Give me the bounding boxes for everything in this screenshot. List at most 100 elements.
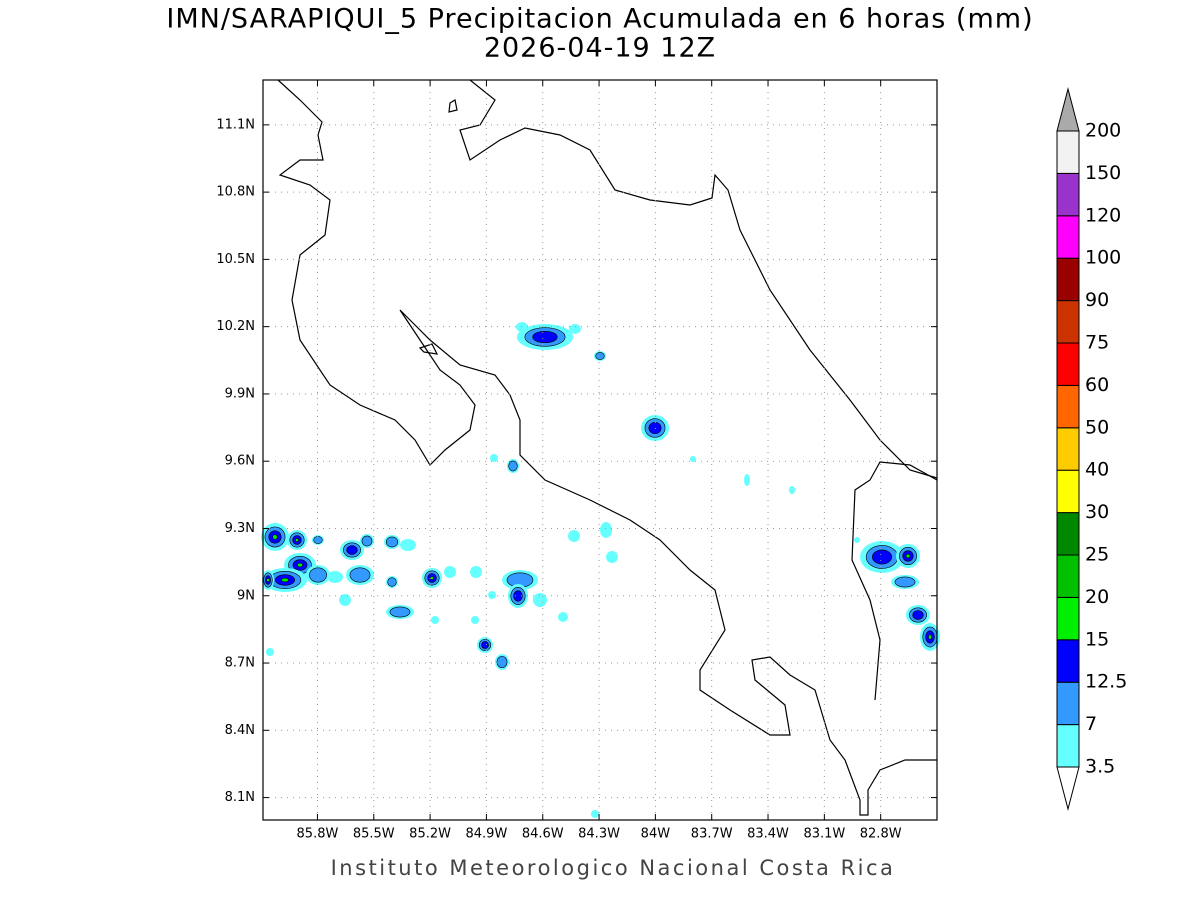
rain-contour bbox=[558, 612, 568, 622]
colorbar-segment bbox=[1056, 596, 1080, 641]
colorbar-label: 50 bbox=[1085, 416, 1109, 438]
x-tick-label: 84.9W bbox=[466, 827, 508, 842]
title: IMN/SARAPIQUI_5 Precipitacion Acumulada … bbox=[166, 4, 1033, 35]
rain-contour bbox=[444, 566, 456, 578]
rain-contour bbox=[266, 648, 274, 656]
rain-contour bbox=[789, 486, 795, 494]
colorbar-label: 40 bbox=[1085, 459, 1109, 481]
island bbox=[448, 99, 458, 113]
colorbar-segment bbox=[1056, 639, 1080, 683]
colorbar-segment bbox=[1056, 215, 1080, 259]
coastline bbox=[459, 79, 938, 479]
rain-contour bbox=[533, 593, 547, 607]
colorbar-over bbox=[1056, 87, 1080, 132]
rain-contour bbox=[481, 641, 489, 649]
colorbar: 3.5 7 12.5 15 20 25 30 40 50 60 75 90 100 120 150 200 bbox=[1056, 87, 1127, 811]
rain-contour bbox=[854, 537, 860, 543]
y-tick-label: 10.5N bbox=[216, 252, 255, 267]
colorbar-segment bbox=[1056, 130, 1080, 174]
y-tick-label: 8.1N bbox=[225, 790, 255, 805]
rain-contour bbox=[349, 567, 371, 583]
rain-contour bbox=[272, 534, 278, 540]
colorbar-segment bbox=[1056, 172, 1080, 217]
rain-contour bbox=[928, 634, 932, 640]
colorbar-segment bbox=[1056, 257, 1080, 302]
coastlines bbox=[277, 79, 938, 816]
colorbar-label: 100 bbox=[1085, 247, 1121, 269]
colorbar-label: 75 bbox=[1085, 332, 1109, 354]
x-tick-label: 85.5W bbox=[353, 827, 395, 842]
colorbar-under bbox=[1056, 766, 1080, 811]
rain-contour bbox=[387, 577, 397, 587]
rain-contour bbox=[508, 460, 518, 472]
precipitation-field bbox=[261, 322, 940, 818]
rain-contour bbox=[431, 616, 439, 624]
colorbar-label: 150 bbox=[1085, 162, 1121, 184]
colorbar-label: 12.5 bbox=[1085, 671, 1127, 693]
rain-contour bbox=[400, 539, 416, 551]
footer: Instituto Meteorologico Nacional Costa R… bbox=[331, 856, 896, 880]
colorbar-label: 25 bbox=[1085, 544, 1109, 566]
x-tick-label: 83.1W bbox=[803, 827, 845, 842]
rain-contour bbox=[281, 577, 289, 583]
colorbar-label: 20 bbox=[1085, 586, 1109, 608]
x-tick-label: 85.8W bbox=[297, 827, 339, 842]
colorbar-label: 3.5 bbox=[1085, 756, 1115, 778]
y-tick-label: 8.7N bbox=[225, 656, 255, 671]
rain-contour bbox=[600, 522, 612, 538]
axes: 85.8W 85.5W 85.2W 84.9W 84.6W 84.3W 84W 83.7W 83… bbox=[216, 80, 937, 842]
rain-contour bbox=[309, 567, 327, 583]
island bbox=[418, 343, 439, 355]
colorbar-segment bbox=[1056, 512, 1080, 556]
rain-contour bbox=[295, 538, 299, 542]
subtitle: 2026-04-19 12Z bbox=[484, 33, 716, 64]
colorbar-label: 7 bbox=[1085, 713, 1097, 735]
rain-contour bbox=[568, 530, 580, 542]
rain-contour bbox=[496, 655, 508, 669]
y-tick-label: 8.4N bbox=[225, 723, 255, 738]
rain-contour bbox=[490, 454, 498, 462]
rain-contour bbox=[346, 545, 358, 555]
rain-contour bbox=[389, 606, 411, 618]
rain-contour bbox=[297, 562, 303, 568]
rain-contour bbox=[471, 616, 479, 624]
rain-contour bbox=[513, 590, 523, 602]
colorbar-label: 30 bbox=[1085, 501, 1109, 523]
y-tick-label: 9.9N bbox=[225, 386, 255, 401]
rain-contour bbox=[744, 474, 750, 486]
rain-contour bbox=[591, 810, 599, 818]
rain-contour bbox=[266, 578, 270, 582]
border bbox=[851, 461, 938, 701]
rain-contour bbox=[430, 576, 434, 580]
y-tick-label: 9.6N bbox=[225, 454, 255, 469]
colorbar-label: 120 bbox=[1085, 204, 1121, 226]
rain-contour bbox=[690, 456, 696, 462]
colorbar-segment bbox=[1056, 724, 1080, 768]
x-tick-label: 83.4W bbox=[747, 827, 789, 842]
x-tick-label: 84W bbox=[641, 827, 671, 842]
rain-contour bbox=[361, 535, 373, 547]
colorbar-segment bbox=[1056, 300, 1080, 344]
map-frame bbox=[262, 79, 938, 821]
x-tick-label: 82.8W bbox=[860, 827, 902, 842]
rain-contour bbox=[912, 610, 924, 620]
colorbar-segment bbox=[1056, 681, 1080, 726]
y-tick-label: 11.1N bbox=[216, 117, 255, 132]
colorbar-segment bbox=[1056, 469, 1080, 514]
colorbar-segment bbox=[1056, 554, 1080, 598]
rain-contour bbox=[470, 566, 482, 578]
rain-contour bbox=[313, 536, 323, 544]
rain-contour bbox=[532, 330, 558, 344]
y-tick-label: 10.8N bbox=[216, 185, 255, 200]
rain-contour bbox=[595, 352, 605, 360]
rain-contour bbox=[385, 536, 399, 548]
x-tick-label: 83.7W bbox=[691, 827, 733, 842]
x-tick-label: 84.3W bbox=[578, 827, 620, 842]
x-tick-label: 84.6W bbox=[522, 827, 564, 842]
y-tick-label: 9N bbox=[237, 588, 255, 603]
coastline bbox=[277, 79, 937, 816]
rain-contour bbox=[872, 549, 892, 565]
colorbar-segment bbox=[1056, 384, 1080, 429]
